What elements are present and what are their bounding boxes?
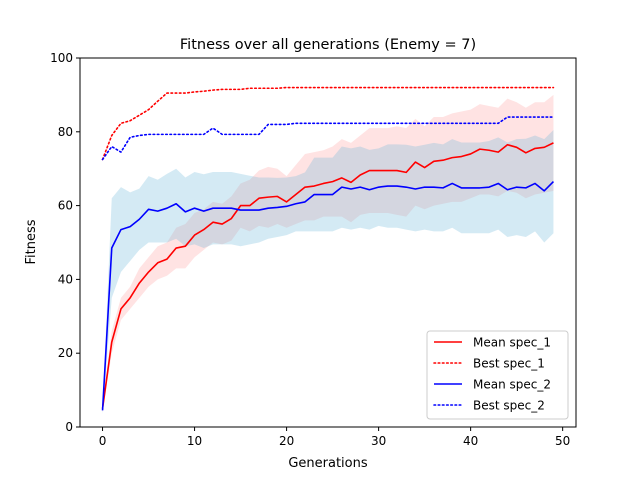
confidence-bands (102, 94, 554, 415)
x-axis-label: Generations (288, 456, 368, 471)
legend-label-best-spec-1: Best spec_1 (473, 357, 545, 371)
x-tick-label: 40 (463, 434, 478, 448)
line-mean-spec-1 (101, 142, 554, 409)
legend-label-mean-spec-1: Mean spec_1 (473, 336, 551, 350)
x-tick-label: 50 (555, 434, 570, 448)
x-tick-label: 30 (371, 434, 386, 448)
band-mean-spec-2 (102, 129, 554, 415)
y-tick-label: 60 (58, 199, 73, 213)
plot-frame (79, 57, 577, 428)
y-tick-label: 0 (65, 420, 73, 434)
legend-box (426, 330, 569, 420)
line-best-spec-2 (101, 116, 555, 161)
y-axis-label: Fitness (24, 219, 39, 264)
x-tick-label: 0 (99, 434, 107, 448)
y-tick-label: 100 (50, 51, 73, 65)
chart-title: Fitness over all generations (Enemy = 7) (180, 37, 476, 53)
legend: Mean spec_1 Best spec_1 Mean spec_2 Best sp… (426, 330, 569, 420)
x-tick-label: 20 (279, 434, 294, 448)
axes (79, 57, 577, 428)
series-lines (101, 86, 555, 411)
line-best-spec-1 (101, 86, 555, 161)
band-mean-spec-1 (102, 94, 554, 413)
legend-label-best-spec-2: Best spec_2 (473, 399, 545, 413)
legend-label-mean-spec-2: Mean spec_2 (473, 378, 551, 392)
y-tick-label: 20 (58, 346, 73, 360)
x-tick-label: 10 (187, 434, 202, 448)
tick-marks: 0 10 20 30 40 50 0 20 40 60 80 100 (50, 51, 570, 448)
y-tick-label: 40 (58, 272, 73, 286)
y-tick-label: 80 (58, 125, 73, 139)
line-mean-spec-2 (101, 181, 555, 411)
